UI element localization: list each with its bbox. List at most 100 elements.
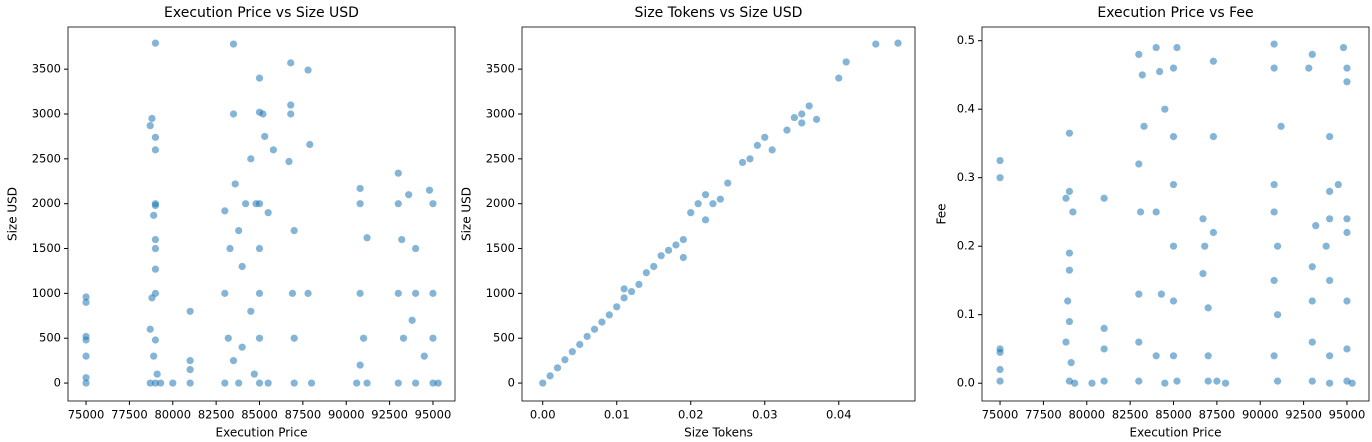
point — [1065, 266, 1074, 274]
point — [1204, 352, 1212, 360]
point — [151, 336, 160, 344]
point — [1273, 242, 1282, 250]
point — [229, 40, 238, 48]
x-tick-label: 80000 — [1068, 408, 1105, 422]
point — [1138, 71, 1146, 79]
point — [1152, 208, 1160, 216]
point — [996, 365, 1004, 374]
point — [1308, 338, 1316, 346]
x-tick-label: 75000 — [68, 408, 105, 422]
point — [1065, 317, 1074, 326]
point — [716, 195, 724, 203]
x-tick-label: 75000 — [982, 408, 1019, 422]
point — [169, 379, 177, 387]
point — [1305, 64, 1313, 72]
point — [238, 343, 246, 351]
point — [620, 285, 628, 293]
point — [221, 207, 229, 215]
point — [1199, 269, 1207, 278]
point — [1135, 290, 1143, 298]
point — [1270, 40, 1278, 48]
point — [306, 140, 314, 149]
x-tick-label: 0.03 — [752, 408, 778, 422]
point — [1326, 215, 1334, 223]
point — [1065, 187, 1074, 195]
point — [150, 211, 158, 219]
y-axis-label: Size USD — [460, 187, 474, 241]
point — [746, 155, 754, 163]
point — [798, 110, 806, 118]
point — [255, 334, 264, 342]
point — [872, 40, 880, 48]
point — [635, 280, 643, 289]
point — [153, 370, 161, 378]
point — [151, 146, 160, 154]
x-tick-label: 0.00 — [530, 408, 556, 422]
point — [394, 200, 402, 208]
point — [1326, 352, 1334, 360]
y-tick-label: 0.0 — [957, 376, 975, 390]
point — [1221, 379, 1230, 387]
point — [1343, 215, 1351, 223]
point — [605, 311, 613, 319]
point — [288, 289, 297, 297]
point — [356, 184, 364, 193]
point — [151, 379, 160, 387]
point — [1339, 43, 1348, 52]
point — [186, 307, 194, 315]
point — [1156, 67, 1164, 76]
point — [753, 141, 761, 149]
chart-title: Size Tokens vs Size USD — [635, 5, 803, 21]
point — [1169, 297, 1178, 305]
point — [290, 226, 298, 235]
point — [304, 66, 312, 74]
point — [996, 377, 1004, 385]
point — [664, 246, 673, 254]
point — [1343, 228, 1351, 237]
y-tick-label: 0 — [508, 376, 515, 390]
point — [356, 200, 364, 208]
point — [790, 113, 798, 122]
point — [242, 200, 250, 208]
point — [1199, 215, 1207, 223]
point — [805, 102, 813, 110]
point — [398, 235, 406, 244]
point — [1270, 180, 1278, 189]
point — [561, 356, 569, 364]
point — [363, 234, 371, 242]
point — [434, 379, 442, 387]
y-tick-label: 2000 — [486, 196, 515, 210]
point — [1157, 290, 1165, 298]
point — [261, 132, 269, 141]
point — [231, 180, 239, 188]
point — [1135, 160, 1143, 168]
point — [1326, 187, 1334, 195]
point — [425, 186, 434, 194]
point — [724, 179, 732, 187]
point — [290, 379, 298, 387]
x-tick-label: 95000 — [415, 408, 452, 422]
y-tick-label: 1500 — [32, 241, 61, 255]
point — [264, 379, 272, 387]
y-tick-label: 1500 — [486, 241, 515, 255]
x-tick-label: 90000 — [328, 408, 365, 422]
y-tick-label: 1000 — [486, 286, 515, 300]
point — [1326, 379, 1334, 387]
point — [996, 174, 1004, 182]
y-tick-label: 0.2 — [957, 239, 975, 253]
point — [82, 332, 90, 341]
x-axis-label: Execution Price — [1130, 426, 1222, 440]
point — [429, 200, 437, 208]
point — [429, 289, 437, 297]
point — [1062, 194, 1070, 202]
point — [1169, 352, 1178, 360]
point — [1135, 50, 1143, 58]
point — [1065, 249, 1074, 257]
point — [1169, 180, 1178, 189]
point — [1273, 377, 1282, 385]
y-tick-label: 500 — [493, 331, 515, 345]
y-tick-label: 2000 — [32, 196, 61, 210]
y-tick-label: 500 — [39, 331, 61, 345]
point — [290, 334, 298, 342]
